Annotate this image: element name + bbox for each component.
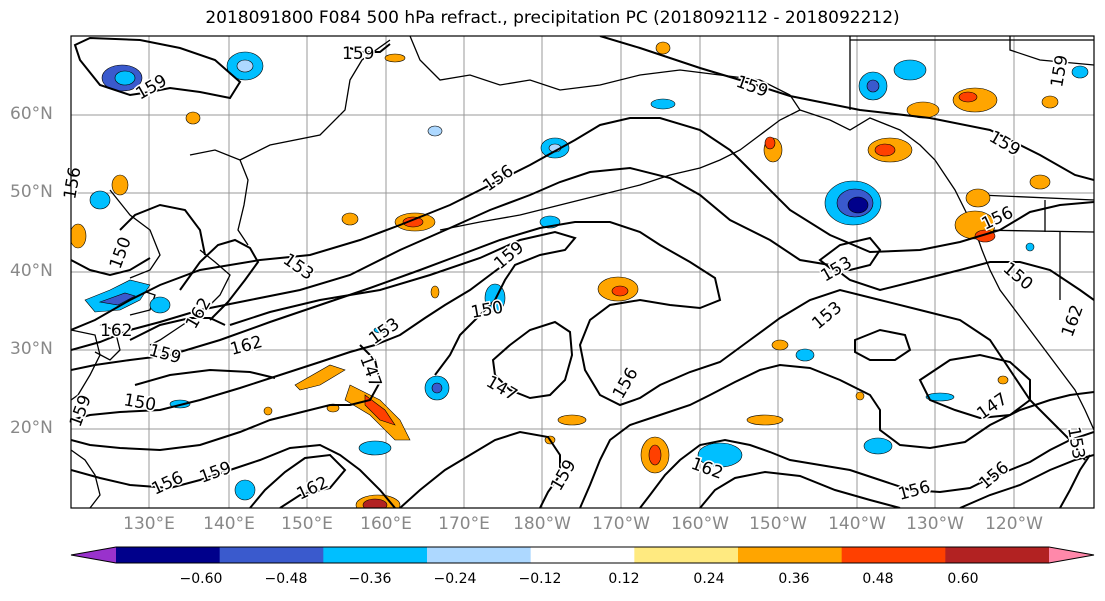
map-title: 2018091800 F084 500 hPa refract., precip… [205, 8, 900, 28]
colorbar-tick-label: 0.48 [862, 571, 894, 587]
colorbar [70, 546, 1095, 564]
lat-label-50n: 50°N [10, 182, 53, 202]
contour-label: 162 [228, 332, 265, 360]
lon-label: 120°W [985, 514, 1043, 534]
contour-label: 159 [342, 44, 374, 64]
colorbar-tick-label: 0.36 [778, 571, 810, 587]
colorbar-tick-label: −0.36 [348, 571, 392, 587]
graticule [71, 36, 1094, 508]
colorbar-tick-label: −0.12 [518, 571, 562, 587]
colorbar-swatch [323, 547, 428, 563]
lon-label: 160°E [360, 514, 412, 534]
colorbar-swatch [219, 547, 324, 563]
lon-label: 160°W [671, 514, 729, 534]
colorbar-tick-label: 0.12 [608, 571, 640, 587]
contour-label: 162 [1058, 302, 1088, 339]
map-frame [70, 35, 1095, 509]
lon-label: 150°E [281, 514, 333, 534]
colorbar-tick-label: −0.24 [433, 571, 477, 587]
colorbar-extend-low [71, 547, 116, 563]
colorbar-tick-label: −0.60 [179, 571, 223, 587]
lon-label: 170°W [592, 514, 650, 534]
colorbar-swatch [634, 547, 739, 563]
contour-label: 162 [100, 321, 132, 341]
lon-label: 180°W [513, 514, 571, 534]
lon-label: 150°W [749, 514, 807, 534]
colorbar-swatch [738, 547, 843, 563]
colorbar-swatch [945, 547, 1050, 563]
colorbar-swatch [427, 547, 532, 563]
lon-label: 140°E [203, 514, 255, 534]
colorbar-tick-label: 0.60 [947, 571, 979, 587]
refractivity-contours [71, 36, 1094, 508]
colorbar-swatch [530, 547, 635, 563]
lon-label: 130°W [906, 514, 964, 534]
lon-label: 140°W [828, 514, 886, 534]
colorbar-tick-label: −0.48 [264, 571, 308, 587]
colorbar-swatch [841, 547, 946, 563]
precip-positive-areas [71, 41, 1059, 508]
lat-label-40n: 40°N [10, 261, 53, 281]
lat-label-20n: 20°N [10, 418, 53, 438]
colorbar-extend-high [1049, 547, 1094, 563]
lon-label: 130°E [123, 514, 175, 534]
lat-label-60n: 60°N [10, 104, 53, 124]
precip-negative-areas [84, 51, 1089, 501]
colorbar-tick-label: 0.24 [693, 571, 725, 587]
colorbar-outline [70, 546, 1095, 564]
colorbar-swatch [116, 547, 221, 563]
lon-label: 170°E [438, 514, 490, 534]
lat-label-30n: 30°N [10, 339, 53, 359]
